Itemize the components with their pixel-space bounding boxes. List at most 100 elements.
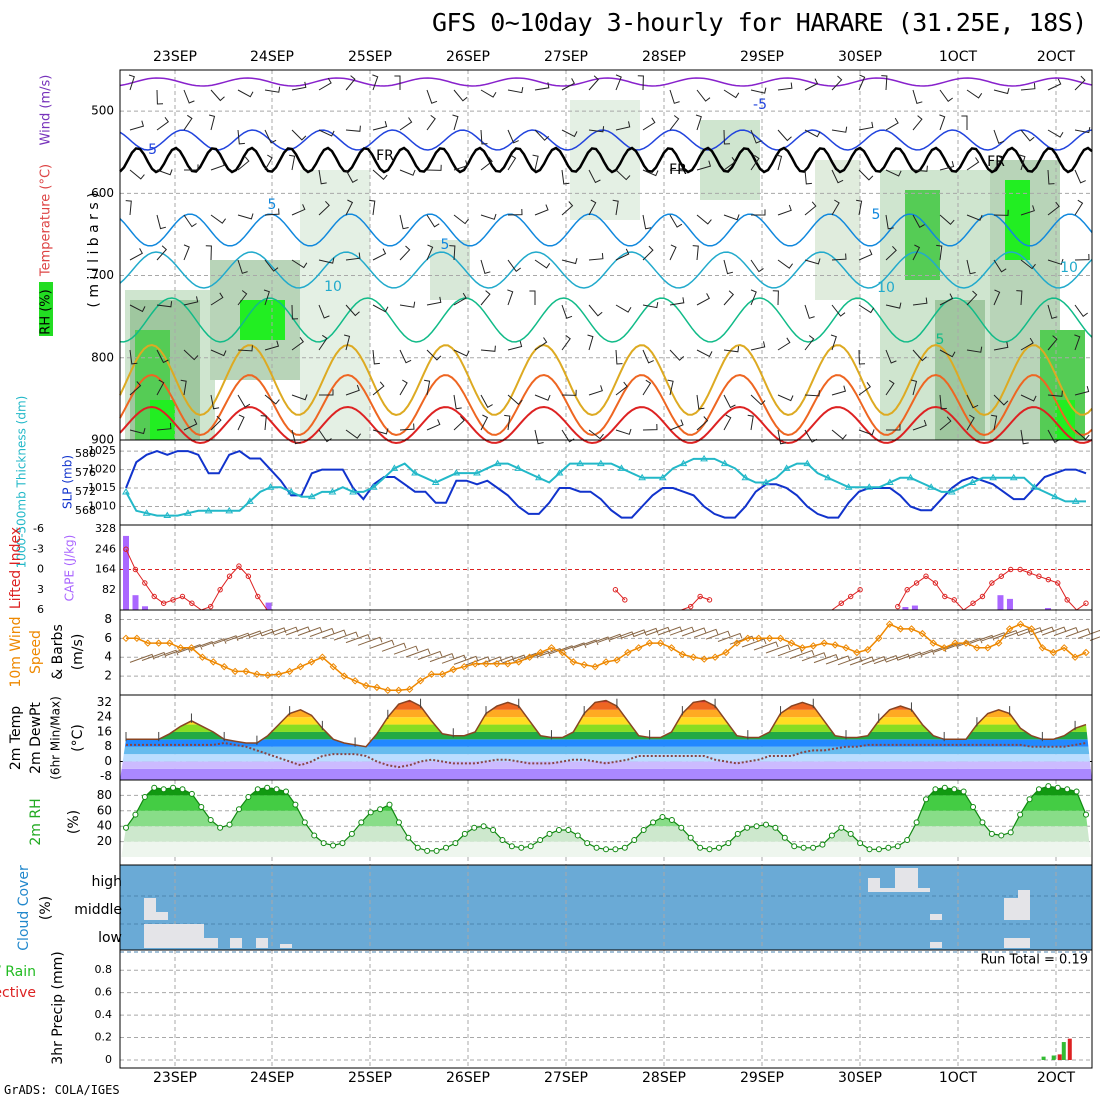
wind-barb xyxy=(561,129,578,138)
wind-barb xyxy=(426,349,442,361)
wind-barb xyxy=(129,120,145,131)
wind-speed-marker xyxy=(842,644,850,652)
lifted-index-marker xyxy=(1026,570,1033,576)
wind-barb xyxy=(156,245,168,261)
wind-speed-marker xyxy=(231,667,239,676)
rh-marker xyxy=(772,824,779,831)
wind-barb xyxy=(534,82,550,91)
wind-speed-marker xyxy=(929,639,938,647)
surface-wind-barb xyxy=(885,653,911,663)
wind-barb xyxy=(318,200,330,216)
lifted-index-marker xyxy=(1045,576,1052,583)
rh-marker xyxy=(1083,811,1089,818)
rh-marker xyxy=(490,827,497,834)
rh-marker xyxy=(245,793,252,800)
wind-speed-marker xyxy=(885,620,894,628)
wind-barb xyxy=(912,419,927,431)
wind-barb xyxy=(205,245,212,261)
wind-barb xyxy=(291,429,302,445)
wind-barb xyxy=(750,129,762,144)
thickness-marker xyxy=(658,473,667,481)
wind-barb xyxy=(291,337,305,351)
rh-marker xyxy=(537,837,544,844)
wind-speed-marker xyxy=(285,667,294,676)
wind-barb xyxy=(345,384,360,396)
wind-barb xyxy=(507,154,517,171)
rh-marker xyxy=(631,837,638,844)
rh-marker xyxy=(283,788,289,795)
lifted-index-marker xyxy=(998,573,1004,579)
lifted-index-marker xyxy=(255,593,261,600)
wind-barb xyxy=(453,349,470,357)
rh-marker xyxy=(1007,829,1014,836)
wind-speed-marker xyxy=(907,625,916,633)
thickness-marker xyxy=(576,459,585,467)
surface-wind-barb xyxy=(129,653,155,663)
cape-bar xyxy=(1044,608,1051,610)
wind-barb xyxy=(723,214,740,221)
wind-barb xyxy=(993,259,1007,273)
wind-barb xyxy=(723,89,740,99)
wind-barb xyxy=(318,334,328,351)
wind-barb xyxy=(804,169,812,185)
thickness-marker xyxy=(411,469,419,476)
wind-barb xyxy=(750,394,766,406)
thickness-marker xyxy=(638,473,647,481)
rh-marker xyxy=(885,844,892,851)
surface-wind-barb xyxy=(141,651,167,661)
wind-barb xyxy=(237,394,251,408)
wind-speed-marker xyxy=(874,634,883,643)
date-label-top: 23SEP xyxy=(153,49,197,65)
wind-barb xyxy=(1020,129,1035,142)
rh-marker xyxy=(348,830,355,837)
rh-marker xyxy=(781,834,788,841)
rh-marker xyxy=(1045,783,1052,790)
thickness-marker xyxy=(885,478,894,485)
surface-wind-barb xyxy=(657,626,683,636)
wind-speed-marker xyxy=(264,671,272,679)
rh-shade-6 xyxy=(300,170,370,440)
wind-barb xyxy=(830,334,837,351)
rh-marker xyxy=(650,819,657,826)
rh-shade-5 xyxy=(240,300,285,340)
cape-ylabel: CAPE (J/kg) xyxy=(63,535,77,602)
wind-speed-marker xyxy=(154,639,163,647)
wind-speed-marker xyxy=(504,660,512,668)
ua-ylabel-rh: RH (%) xyxy=(39,289,54,334)
wind-barb xyxy=(588,429,604,440)
rh-marker xyxy=(706,846,713,853)
wind-barb xyxy=(372,120,388,131)
cloud-block xyxy=(930,914,942,920)
rh-marker xyxy=(132,811,139,818)
date-label-bottom: 23SEP xyxy=(153,1070,197,1086)
lifted-index-ylabel: Lifted Index xyxy=(8,527,24,609)
wind-speed-marker xyxy=(547,644,556,652)
lifted-index-marker xyxy=(904,587,910,593)
rh-marker xyxy=(358,819,365,826)
wind-ylabel-3: & Barbs xyxy=(50,624,66,680)
surface-wind-barb xyxy=(237,630,263,640)
thickness-marker xyxy=(535,473,543,481)
surface-wind-barb xyxy=(441,654,467,664)
wind-speed-marker xyxy=(253,670,261,678)
wind-barb xyxy=(993,341,1009,351)
wind-barb xyxy=(966,214,983,221)
wind-barb xyxy=(426,89,438,104)
wind-barb xyxy=(210,292,224,306)
wind-barb xyxy=(772,290,779,306)
rh-marker xyxy=(744,824,751,831)
wind-speed-marker xyxy=(809,642,818,650)
convective-precip-bar xyxy=(1057,1054,1062,1060)
wind-barb xyxy=(939,394,947,410)
rh-marker xyxy=(697,844,704,851)
contour-label: FR xyxy=(669,162,687,178)
wind-barb xyxy=(615,381,628,396)
surface-wind-barb xyxy=(513,652,539,662)
rh-marker xyxy=(170,784,177,791)
surface-wind-barb xyxy=(753,641,779,651)
wind-barb xyxy=(642,214,652,230)
wind-barb xyxy=(939,349,956,358)
wind-barb xyxy=(424,379,431,396)
wind-barb xyxy=(912,115,923,131)
thickness-marker xyxy=(782,464,791,471)
